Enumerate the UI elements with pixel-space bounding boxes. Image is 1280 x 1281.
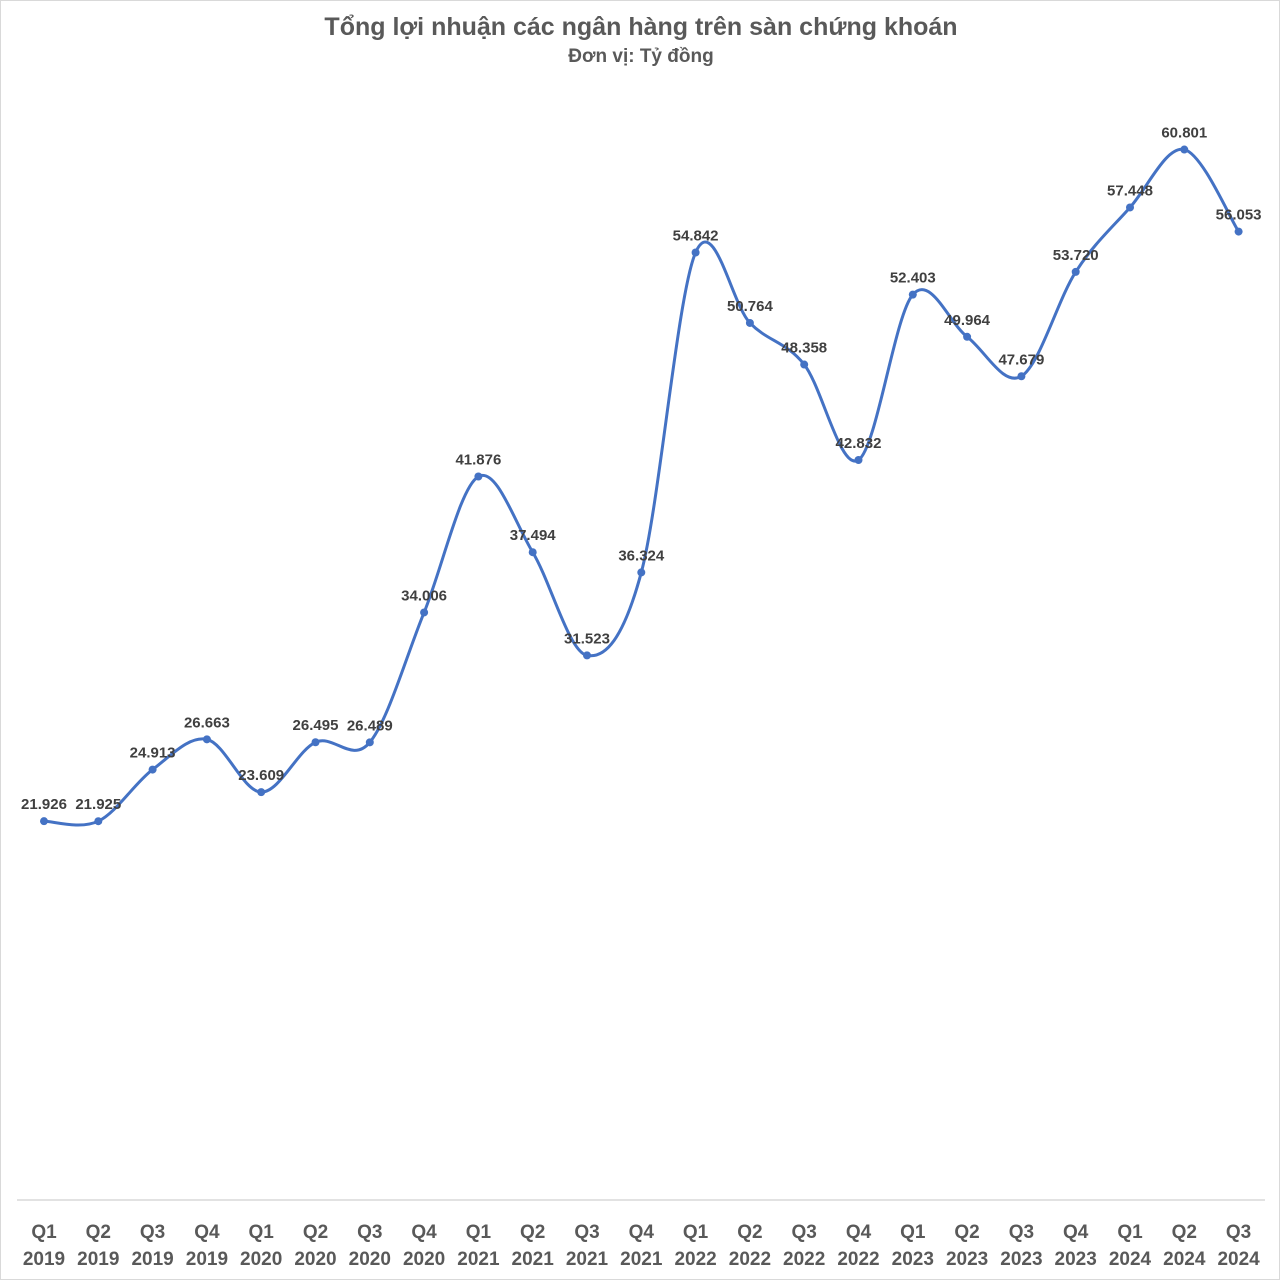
data-point — [1180, 145, 1189, 154]
x-tick-label-quarter: Q3 — [574, 1222, 599, 1243]
x-tick-label-year: 2024 — [1217, 1249, 1260, 1270]
data-point — [963, 332, 972, 341]
data-point — [365, 738, 374, 747]
data-label: 21.926 — [21, 796, 67, 813]
x-tick-label-year: 2019 — [186, 1249, 228, 1270]
data-point — [854, 455, 863, 464]
x-tick-label-year: 2020 — [403, 1249, 445, 1270]
x-tick-label-quarter: Q2 — [520, 1222, 545, 1243]
x-tick-label-quarter: Q4 — [846, 1222, 872, 1243]
data-label: 52.403 — [890, 270, 936, 287]
x-tick-label-year: 2024 — [1163, 1249, 1206, 1270]
x-tick-label-year: 2021 — [620, 1249, 663, 1270]
data-label: 49.964 — [944, 312, 991, 329]
data-point — [800, 360, 809, 369]
data-point — [583, 651, 591, 660]
x-tick-label-quarter: Q2 — [1172, 1222, 1197, 1243]
x-tick-label-quarter: Q4 — [1063, 1222, 1089, 1243]
data-point — [257, 788, 266, 797]
data-label: 26.495 — [293, 717, 339, 734]
data-point — [202, 735, 211, 744]
data-point — [1234, 227, 1243, 236]
data-point — [1126, 203, 1134, 212]
data-point — [40, 817, 48, 826]
data-label: 31.523 — [564, 630, 610, 647]
x-tick-label-quarter: Q3 — [140, 1222, 165, 1243]
data-label: 23.609 — [238, 767, 284, 784]
x-tick-label-quarter: Q1 — [31, 1222, 57, 1243]
x-tick-label-year: 2019 — [77, 1249, 119, 1270]
x-tick-label-quarter: Q3 — [357, 1222, 382, 1243]
x-tick-label-year: 2019 — [131, 1249, 173, 1270]
data-label: 57.448 — [1107, 182, 1153, 199]
data-label: 42.832 — [836, 435, 882, 452]
data-point — [474, 472, 483, 481]
data-label: 37.494 — [510, 527, 557, 544]
data-point — [94, 817, 103, 826]
x-tick-label-quarter: Q1 — [249, 1222, 275, 1243]
data-label: 34.006 — [401, 587, 447, 604]
data-label: 41.876 — [455, 452, 501, 469]
data-point — [1071, 267, 1080, 276]
x-tick-label-quarter: Q2 — [954, 1222, 979, 1243]
data-point — [908, 290, 917, 299]
x-tick-label-year: 2021 — [457, 1249, 500, 1270]
data-point — [420, 608, 429, 617]
x-tick-label-year: 2024 — [1109, 1249, 1152, 1270]
x-tick-label-year: 2022 — [729, 1249, 771, 1270]
x-tick-label-year: 2019 — [23, 1249, 65, 1270]
chart-subtitle: Đơn vị: Tỷ đồng — [568, 46, 714, 67]
x-tick-label-year: 2022 — [674, 1249, 716, 1270]
x-tick-label-year: 2020 — [349, 1249, 391, 1270]
x-tick-label-year: 2021 — [566, 1249, 609, 1270]
x-tick-label-quarter: Q3 — [1009, 1222, 1034, 1243]
x-tick-label-year: 2023 — [1000, 1249, 1042, 1270]
data-label: 26.663 — [184, 714, 230, 731]
data-label: 24.913 — [130, 745, 176, 762]
x-tick-label-year: 2022 — [783, 1249, 825, 1270]
x-tick-label-quarter: Q2 — [86, 1222, 111, 1243]
x-tick-label-quarter: Q3 — [1226, 1222, 1251, 1243]
data-label: 56.053 — [1216, 207, 1262, 224]
data-label: 48.358 — [781, 340, 827, 357]
data-label: 26.489 — [347, 717, 393, 734]
data-label: 21.925 — [75, 796, 121, 813]
x-tick-label-quarter: Q1 — [683, 1222, 709, 1243]
x-tick-label-year: 2023 — [946, 1249, 988, 1270]
data-label: 50.764 — [727, 298, 774, 315]
data-label: 53.720 — [1053, 247, 1099, 264]
data-label: 54.842 — [673, 227, 719, 244]
x-tick-label-year: 2023 — [892, 1249, 934, 1270]
data-label: 47.679 — [998, 351, 1044, 368]
x-tick-label-year: 2022 — [837, 1249, 879, 1270]
x-tick-label-quarter: Q4 — [629, 1222, 655, 1243]
x-tick-label-quarter: Q1 — [900, 1222, 926, 1243]
x-tick-label-year: 2020 — [240, 1249, 282, 1270]
data-point — [745, 318, 754, 327]
data-point — [637, 568, 646, 577]
data-point — [148, 765, 157, 774]
x-tick-label-quarter: Q4 — [411, 1222, 437, 1243]
data-point — [311, 738, 320, 747]
x-tick-label-quarter: Q2 — [737, 1222, 762, 1243]
x-tick-label-year: 2023 — [1055, 1249, 1097, 1270]
x-tick-label-year: 2021 — [512, 1249, 555, 1270]
data-point — [1017, 372, 1026, 381]
data-label: 36.324 — [618, 547, 665, 564]
data-point — [528, 548, 537, 557]
x-tick-label-year: 2020 — [294, 1249, 336, 1270]
chart-title: Tổng lợi nhuận các ngân hàng trên sàn ch… — [324, 13, 958, 41]
x-tick-label-quarter: Q2 — [303, 1222, 328, 1243]
x-tick-label-quarter: Q3 — [792, 1222, 817, 1243]
x-tick-label-quarter: Q4 — [194, 1222, 220, 1243]
x-tick-label-quarter: Q1 — [466, 1222, 492, 1243]
series-line — [42, 148, 1241, 827]
data-label: 60.801 — [1161, 125, 1207, 142]
x-tick-label-quarter: Q1 — [1117, 1222, 1143, 1243]
data-point — [691, 248, 700, 257]
